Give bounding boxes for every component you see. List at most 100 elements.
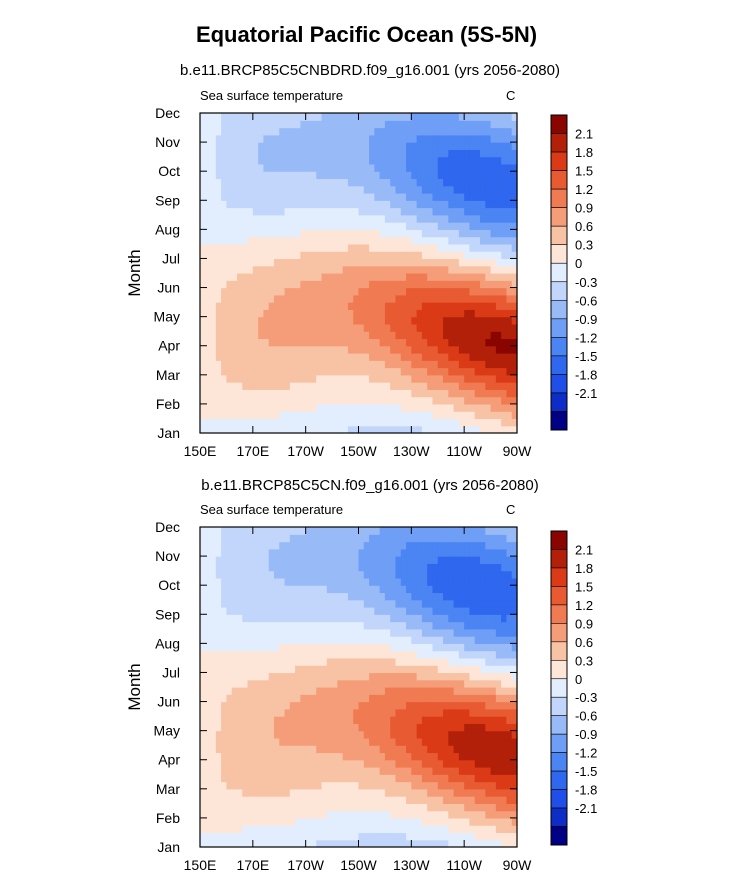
heatmap-cell (469, 214, 476, 223)
heatmap-cell (400, 403, 407, 412)
heatmap-cell (310, 200, 317, 209)
heatmap-cell (205, 614, 212, 623)
heatmap-cell (448, 534, 455, 543)
heatmap-cell (369, 171, 375, 180)
heatmap-cell (342, 302, 349, 310)
heatmap-cell (210, 745, 217, 754)
heatmap-cell (379, 367, 386, 376)
heatmap-cell (384, 825, 391, 834)
heatmap-cell (374, 156, 381, 165)
heatmap-cell (363, 585, 370, 594)
heatmap-cell (236, 607, 243, 615)
heatmap-cell (231, 672, 238, 681)
heatmap-cell (353, 309, 360, 318)
heatmap-cell (432, 127, 439, 136)
colorbar-box (550, 207, 568, 227)
heatmap-cell (321, 309, 328, 318)
heatmap-cell (443, 534, 449, 543)
heatmap-cell (200, 527, 206, 535)
heatmap-cell (284, 396, 291, 405)
heatmap-cell (353, 207, 360, 216)
heatmap-cell (421, 803, 428, 812)
heatmap-cell (353, 788, 360, 797)
heatmap-cell (295, 679, 301, 688)
heatmap-cell (406, 527, 412, 535)
heatmap-cell (411, 134, 418, 143)
heatmap-cell (342, 774, 349, 783)
heatmap-cell (416, 309, 423, 318)
heatmap-cell (252, 200, 259, 209)
heatmap-cell (305, 127, 312, 136)
heatmap-cell (295, 752, 301, 761)
heatmap-cell (221, 803, 228, 812)
heatmap-cell (310, 418, 317, 427)
heatmap-cell (273, 251, 280, 260)
heatmap-cell (358, 832, 365, 841)
heatmap-cell (258, 628, 264, 637)
heatmap-cell (226, 592, 233, 601)
heatmap-cell (200, 367, 206, 376)
heatmap-cell (406, 134, 412, 143)
heatmap-cell (358, 338, 365, 347)
heatmap-cell (242, 382, 249, 390)
heatmap-cell (268, 236, 275, 245)
heatmap-cell (268, 403, 275, 412)
heatmap-cell (495, 258, 502, 267)
heatmap-cell (258, 360, 264, 369)
heatmap-cell (416, 360, 423, 369)
heatmap-cell (374, 214, 381, 223)
heatmap-cell (400, 548, 407, 557)
heatmap-cell (321, 701, 328, 710)
heatmap-cell (469, 374, 476, 383)
heatmap-cell (490, 382, 497, 390)
heatmap-cell (363, 411, 370, 420)
heatmap-cell (210, 636, 217, 644)
heatmap-cell (258, 832, 264, 841)
heatmap-cell (416, 577, 423, 586)
heatmap-cell (511, 265, 518, 274)
heatmap-cell (379, 127, 386, 136)
heatmap-cell (400, 382, 407, 390)
heatmap-cell (374, 236, 381, 245)
heatmap-cell (305, 149, 312, 158)
heatmap-cell (326, 730, 333, 739)
heatmap-cell (474, 280, 481, 289)
heatmap-cell (226, 367, 233, 376)
heatmap-cell (485, 214, 492, 223)
heatmap-cell (443, 360, 449, 369)
heatmap-cell (332, 621, 338, 630)
heatmap-cell (427, 694, 434, 703)
heatmap-cell (469, 382, 476, 390)
heatmap-cell (374, 621, 381, 630)
heatmap-cell (205, 207, 212, 216)
heatmap-cell (321, 287, 328, 296)
heatmap-cell (490, 411, 497, 420)
heatmap-cell (363, 236, 370, 245)
heatmap-cell (273, 207, 280, 216)
heatmap-cell (305, 214, 312, 223)
heatmap-cell (374, 687, 381, 695)
heatmap-cell (231, 331, 238, 340)
heatmap-cell (215, 687, 222, 695)
heatmap-cell (374, 810, 381, 819)
heatmap-cell (284, 149, 291, 158)
heatmap-cell (469, 367, 476, 376)
heatmap-cell (453, 178, 460, 187)
heatmap-cell (215, 382, 222, 390)
heatmap-cell (252, 331, 259, 340)
heatmap-cell (458, 374, 465, 383)
heatmap-cell (295, 563, 301, 572)
heatmap-cell (369, 178, 375, 187)
heatmap-cell (289, 796, 296, 804)
heatmap-cell (458, 323, 465, 332)
heatmap-cell (379, 541, 386, 550)
heatmap-cell (480, 120, 486, 129)
heatmap-cell (437, 214, 444, 223)
heatmap-cell (295, 628, 301, 637)
heatmap-cell (379, 737, 386, 746)
heatmap-cell (363, 657, 370, 666)
heatmap-cell (200, 418, 206, 427)
heatmap-cell (374, 788, 381, 797)
heatmap-cell (221, 200, 228, 209)
heatmap-cell (221, 353, 228, 361)
